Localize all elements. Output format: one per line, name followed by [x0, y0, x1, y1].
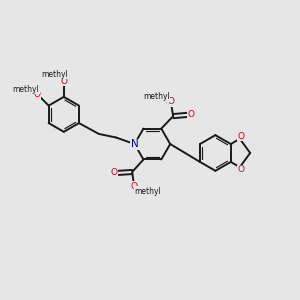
Text: methyl: methyl [143, 92, 170, 101]
Text: methyl: methyl [13, 85, 40, 94]
Text: methyl: methyl [41, 70, 68, 79]
Text: O: O [33, 90, 40, 99]
Text: O: O [237, 132, 244, 141]
Text: O: O [188, 110, 195, 119]
Text: O: O [237, 165, 244, 174]
Text: O: O [167, 98, 174, 106]
Text: O: O [131, 182, 138, 191]
Text: methyl: methyl [134, 187, 161, 196]
Text: O: O [60, 77, 67, 86]
Text: O: O [110, 168, 118, 177]
Text: N: N [131, 139, 138, 149]
